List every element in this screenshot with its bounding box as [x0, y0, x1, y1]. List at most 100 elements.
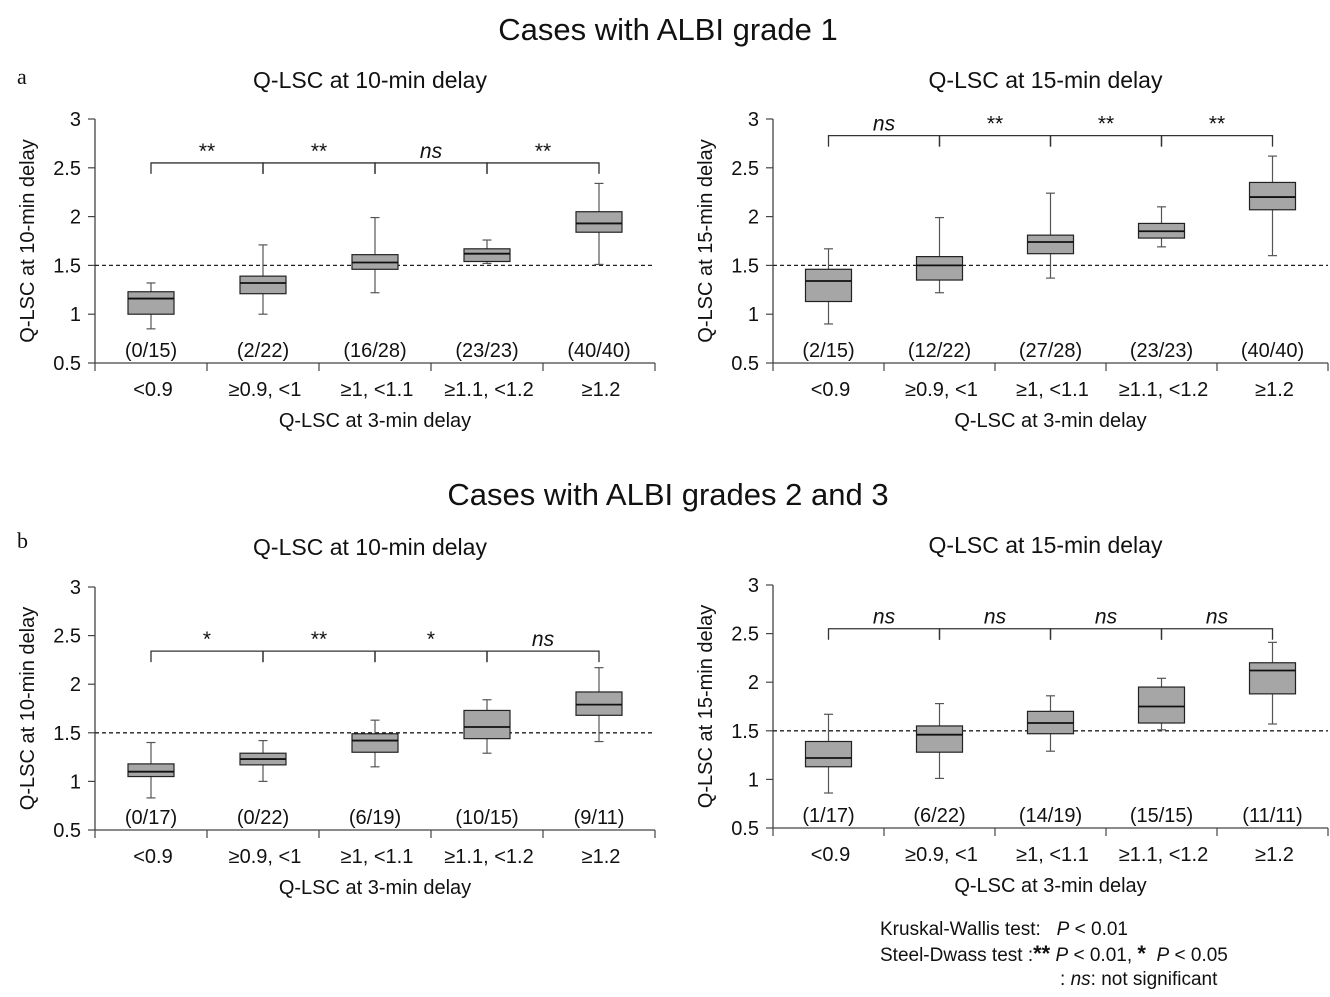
box [127, 291, 175, 315]
y-axis-label: Q-LSC at 10-min delay [17, 607, 39, 810]
significance-bracket [486, 162, 600, 174]
x-tick-label: ≥1, <1.1 [1016, 844, 1089, 866]
y-tick-label: 1.5 [731, 255, 759, 277]
legend-kruskal-wallis: Kruskal-Wallis test: P < 0.01 [880, 918, 1325, 942]
legend-sd-p2: P [1156, 945, 1170, 966]
x-tick-label: ≥1, <1.1 [341, 379, 414, 401]
significance-label: * [427, 628, 435, 651]
box [351, 733, 399, 753]
chart-title: Q-LSC at 15-min delay [929, 67, 1163, 93]
count-label: (9/11) [574, 807, 625, 829]
x-tick-label: ≥0.9, <1 [229, 846, 302, 868]
count-label: (12/22) [908, 340, 971, 362]
legend-kw-p: P [1056, 919, 1070, 940]
y-tick-label: 2.5 [53, 158, 81, 180]
count-label: (27/28) [1019, 340, 1082, 362]
significance-label: ns [873, 113, 896, 136]
y-tick-label: 0.5 [731, 353, 759, 375]
significance-bracket [262, 162, 376, 174]
count-label: (6/19) [349, 807, 401, 829]
y-tick-label: 0.5 [731, 818, 759, 840]
section-title-grade-1: Cases with ALBI grade 1 [498, 12, 837, 47]
count-label: (40/40) [1241, 340, 1304, 362]
significance-label: ns [1206, 606, 1229, 629]
x-tick-label: ≥0.9, <1 [905, 844, 978, 866]
significance-bracket [1160, 628, 1274, 640]
significance-label: ** [535, 140, 551, 163]
y-tick-label: 1.5 [53, 723, 81, 745]
legend-kw-value: < 0.01 [1069, 919, 1128, 940]
box [463, 248, 511, 263]
significance-label: ns [984, 606, 1007, 629]
y-tick-label: 1.5 [53, 255, 81, 277]
count-label: (10/15) [455, 807, 518, 829]
x-axis-label: Q-LSC at 3-min delay [279, 877, 471, 899]
significance-label: ns [873, 606, 896, 629]
box [1137, 686, 1186, 724]
box [575, 691, 623, 716]
count-label: (23/23) [1130, 340, 1193, 362]
x-tick-label: ≥1.1, <1.2 [444, 379, 533, 401]
y-tick-label: 0.5 [53, 353, 81, 375]
significance-bracket [486, 650, 600, 663]
y-tick-label: 1 [70, 771, 81, 793]
chart-title: Q-LSC at 10-min delay [253, 67, 487, 93]
y-tick-label: 1.5 [731, 721, 759, 743]
y-tick-label: 2 [748, 207, 759, 229]
box [915, 725, 964, 753]
significance-bracket [827, 134, 941, 147]
chart-b-15min: Q-LSC at 15-min delay 0.5 1 1.5 2 2.5 3 <0.9 ≥0.… [695, 532, 1329, 897]
legend-kw-label: Kruskal-Wallis test: [880, 919, 1041, 940]
section-title-grades-2-3: Cases with ALBI grades 2 and 3 [447, 477, 888, 512]
y-axis-label: Q-LSC at 15-min delay [695, 605, 717, 808]
significance-bracket [1160, 134, 1274, 147]
significance-bracket [374, 162, 488, 174]
x-tick-label: <0.9 [811, 844, 850, 866]
y-axis-label: Q-LSC at 10-min delay [17, 139, 39, 342]
significance-label: ** [1098, 113, 1114, 136]
significance-label: ns [420, 140, 443, 163]
box [804, 740, 853, 768]
box [463, 709, 511, 740]
box [1026, 234, 1075, 255]
count-label: (14/19) [1019, 805, 1082, 827]
significance-label: ** [987, 113, 1003, 136]
significance-bracket [374, 650, 488, 663]
x-tick-label: ≥1.1, <1.2 [1119, 379, 1208, 401]
y-tick-label: 3 [70, 577, 81, 599]
x-axis-label: Q-LSC at 3-min delay [954, 410, 1146, 432]
legend: Kruskal-Wallis test: P < 0.01 Steel-Dwas… [880, 918, 1325, 992]
x-tick-label: ≥0.9, <1 [229, 379, 302, 401]
legend-ns: : ns: not significant [880, 968, 1325, 992]
x-tick-label: ≥1, <1.1 [341, 846, 414, 868]
x-tick-label: ≥1.2 [1255, 844, 1294, 866]
y-tick-label: 2.5 [53, 626, 81, 648]
y-tick-label: 2 [70, 207, 81, 229]
x-tick-label: <0.9 [811, 379, 850, 401]
significance-bracket [262, 650, 376, 663]
y-tick-label: 1 [70, 304, 81, 326]
x-tick-label: ≥1, <1.1 [1016, 379, 1089, 401]
y-tick-label: 1 [748, 769, 759, 791]
count-label: (2/22) [237, 340, 289, 362]
legend-ns-abbr: ns [1070, 969, 1091, 990]
panel-label-a: a [17, 64, 27, 89]
legend-sd-value1: < 0.01, [1068, 945, 1133, 966]
significance-bracket [827, 628, 941, 640]
count-label: (0/22) [237, 807, 289, 829]
count-label: (0/15) [125, 340, 177, 362]
box [915, 256, 964, 281]
count-label: (23/23) [455, 340, 518, 362]
x-tick-label: ≥1.2 [582, 379, 621, 401]
box [239, 275, 287, 295]
significance-label: ** [1209, 113, 1225, 136]
box [127, 763, 175, 778]
legend-sd-label: Steel-Dwass test : [880, 945, 1034, 966]
count-label: (11/11) [1242, 805, 1302, 827]
legend-single-star: * [1137, 941, 1146, 966]
box [1248, 181, 1297, 211]
significance-bracket [150, 162, 264, 174]
x-tick-label: <0.9 [133, 846, 172, 868]
y-tick-label: 2.5 [731, 158, 759, 180]
count-label: (40/40) [567, 340, 630, 362]
